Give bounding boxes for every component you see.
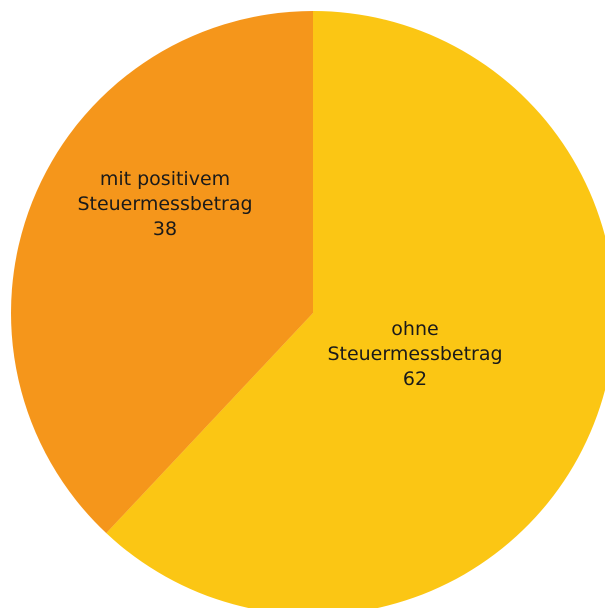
pie-slice-0 <box>106 11 605 608</box>
slice-value-1: 38 <box>153 218 177 240</box>
slice-label-line-0-1: Steuermessbetrag <box>327 343 502 365</box>
slice-value-0: 62 <box>403 368 427 390</box>
slice-label-0: ohne Steuermessbetrag 62 <box>327 318 502 390</box>
slice-label-line-0-0: ohne <box>391 318 438 340</box>
slice-label-line-1-0: mit positivem <box>100 168 230 190</box>
slice-label-1: mit positivem Steuermessbetrag 38 <box>77 168 252 240</box>
slice-label-line-1-1: Steuermessbetrag <box>77 193 252 215</box>
pie-slices <box>11 10 605 608</box>
pie-slice-1 <box>11 10 313 534</box>
pie-labels: ohne Steuermessbetrag 62 mit positivem Steue… <box>77 168 502 390</box>
